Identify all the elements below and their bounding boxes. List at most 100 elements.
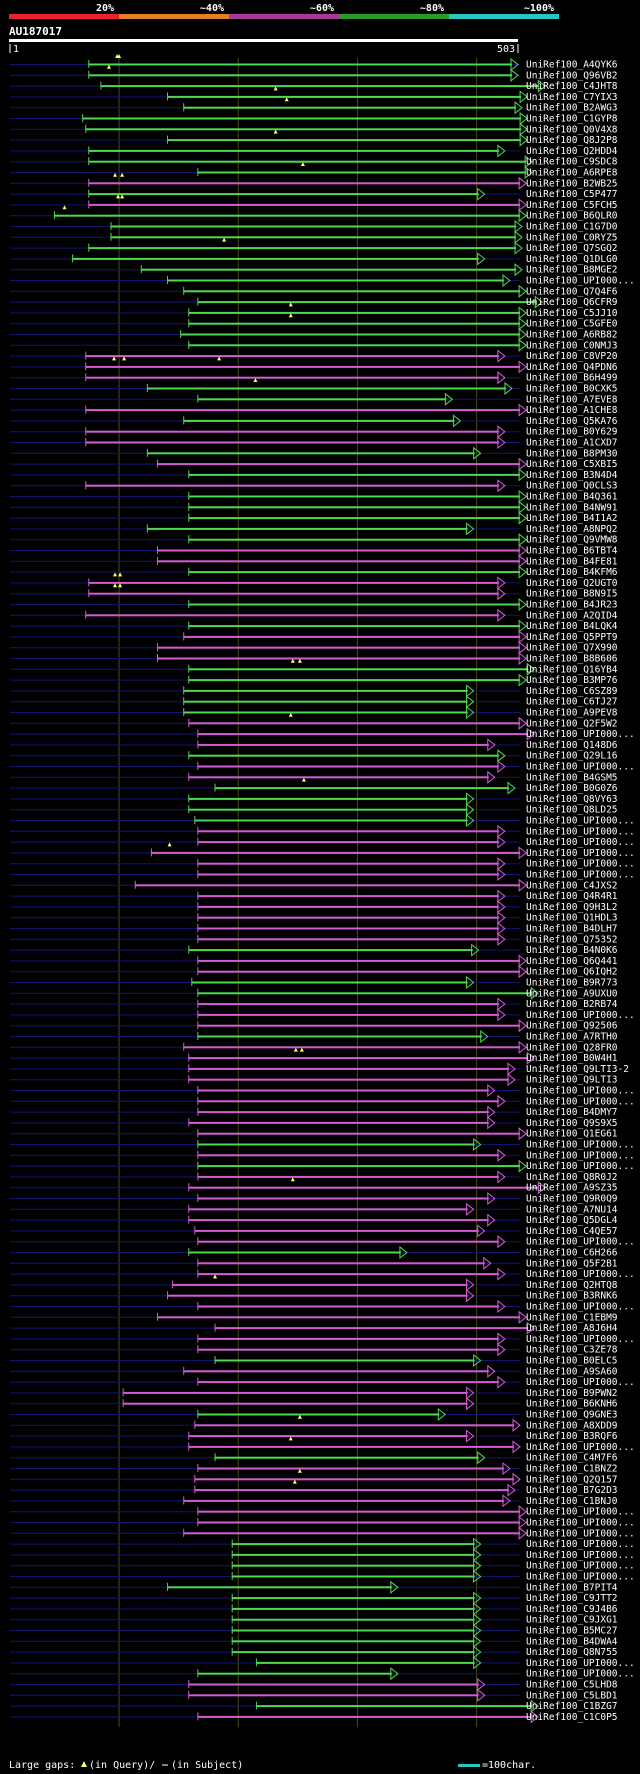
hit-label[interactable]: UniRef100_B2WB25	[526, 178, 618, 189]
hit-label[interactable]: UniRef100_UPI000...	[526, 1334, 635, 1345]
hit-label[interactable]: UniRef100_B4DMY7	[526, 1107, 618, 1118]
hit-label[interactable]: UniRef100_UPI000...	[526, 1550, 635, 1561]
hit-label[interactable]: UniRef100_C5LHD8	[526, 1680, 618, 1691]
hit-label[interactable]: UniRef100_B0G0Z6	[526, 783, 618, 794]
hit-label[interactable]: UniRef100_C4M7F6	[526, 1453, 618, 1464]
hit-label[interactable]: UniRef100_UPI000...	[526, 276, 635, 287]
hit-label[interactable]: UniRef100_UPI000...	[526, 762, 635, 773]
hit-label[interactable]: UniRef100_C0NMJ3	[526, 340, 618, 351]
hit-label[interactable]: UniRef100_B3RNK6	[526, 1291, 618, 1302]
hit-label[interactable]: UniRef100_Q5PPT9	[526, 632, 618, 643]
hit-label[interactable]: UniRef100_Q28FR0	[526, 1042, 618, 1053]
hit-label[interactable]: UniRef100_Q96VB2	[526, 70, 618, 81]
hit-label[interactable]: UniRef100_UPI000...	[526, 1539, 635, 1550]
hit-label[interactable]: UniRef100_B4KFM6	[526, 567, 618, 578]
hit-label[interactable]: UniRef100_B6H499	[526, 373, 618, 384]
hit-label[interactable]: UniRef100_UPI000...	[526, 1010, 635, 1021]
hit-label[interactable]: UniRef100_UPI000...	[526, 1658, 635, 1669]
hit-label[interactable]: UniRef100_Q9R0Q9	[526, 1194, 618, 1205]
hit-label[interactable]: UniRef100_B4DLH7	[526, 924, 618, 935]
hit-label[interactable]: UniRef100_UPI000...	[526, 837, 635, 848]
hit-label[interactable]: UniRef100_UPI000...	[526, 848, 635, 859]
hit-label[interactable]: UniRef100_Q9LTI3	[526, 1075, 618, 1086]
hit-label[interactable]: UniRef100_C1G7D0	[526, 222, 618, 233]
hit-label[interactable]: UniRef100_Q7SGQ2	[526, 243, 618, 254]
hit-label[interactable]: UniRef100_B8B606	[526, 654, 618, 665]
hit-label[interactable]: UniRef100_A2QID4	[526, 610, 618, 621]
hit-label[interactable]: UniRef100_C1GYP8	[526, 114, 618, 125]
hit-label[interactable]: UniRef100_UPI000...	[526, 1507, 635, 1518]
hit-label[interactable]: UniRef100_UPI000...	[526, 1377, 635, 1388]
hit-label[interactable]: UniRef100_B9R773	[526, 978, 618, 989]
hit-label[interactable]: UniRef100_B0W4H1	[526, 1053, 618, 1064]
hit-label[interactable]: UniRef100_B7G2D3	[526, 1485, 618, 1496]
hit-label[interactable]: UniRef100_Q2HDD4	[526, 146, 618, 157]
hit-label[interactable]: UniRef100_C5LBD1	[526, 1690, 618, 1701]
hit-label[interactable]: UniRef100_B4FE81	[526, 556, 618, 567]
hit-label[interactable]: UniRef100_UPI000...	[526, 1096, 635, 1107]
hit-label[interactable]: UniRef100_A4QYK6	[526, 60, 618, 71]
hit-label[interactable]: UniRef100_B5MC27	[526, 1626, 618, 1637]
hit-label[interactable]: UniRef100_Q7Q4F6	[526, 286, 618, 297]
hit-label[interactable]: UniRef100_UPI000...	[526, 1269, 635, 1280]
hit-label[interactable]: UniRef100_Q5F2B1	[526, 1258, 618, 1269]
hit-label[interactable]: UniRef100_Q8VY63	[526, 794, 618, 805]
hit-label[interactable]: UniRef100_UPI000...	[526, 1442, 635, 1453]
hit-label[interactable]: UniRef100_Q1HDL3	[526, 913, 618, 924]
hit-label[interactable]: UniRef100_B4DWA4	[526, 1636, 618, 1647]
hit-label[interactable]: UniRef100_B6QLR0	[526, 211, 618, 222]
hit-label[interactable]: UniRef100_C9JXG1	[526, 1615, 618, 1626]
hit-label[interactable]: UniRef100_Q6IQH2	[526, 967, 618, 978]
hit-label[interactable]: UniRef100_A8NPQ2	[526, 524, 618, 535]
hit-label[interactable]: UniRef100_Q9LTI3-2	[526, 1064, 629, 1075]
hit-label[interactable]: UniRef100_C3ZE78	[526, 1345, 618, 1356]
hit-label[interactable]: UniRef100_Q2UGT0	[526, 578, 618, 589]
hit-label[interactable]: UniRef100_C4QE57	[526, 1226, 618, 1237]
hit-label[interactable]: UniRef100_C6H266	[526, 1248, 618, 1259]
hit-label[interactable]: UniRef100_B4I1A2	[526, 513, 618, 524]
hit-label[interactable]: UniRef100_B4GSM5	[526, 772, 618, 783]
hit-label[interactable]: UniRef100_B8MGE2	[526, 265, 618, 276]
hit-label[interactable]: UniRef100_A8J6H4	[526, 1323, 618, 1334]
hit-label[interactable]: UniRef100_UPI000...	[526, 1086, 635, 1097]
hit-label[interactable]: UniRef100_Q75352	[526, 934, 618, 945]
hit-label[interactable]: UniRef100_Q0CLS3	[526, 481, 618, 492]
hit-label[interactable]: UniRef100_C5XBI5	[526, 459, 618, 470]
hit-label[interactable]: UniRef100_Q5DGL4	[526, 1215, 618, 1226]
hit-label[interactable]: UniRef100_C1BNZ2	[526, 1464, 618, 1475]
hit-label[interactable]: UniRef100_C4JHT8	[526, 81, 618, 92]
hit-label[interactable]: UniRef100_C6SZ89	[526, 686, 618, 697]
hit-label[interactable]: UniRef100_A7NU14	[526, 1204, 618, 1215]
hit-label[interactable]: UniRef100_Q6CFR9	[526, 297, 618, 308]
hit-label[interactable]: UniRef100_A9PEV8	[526, 708, 618, 719]
hit-label[interactable]: UniRef100_C5P477	[526, 189, 618, 200]
hit-label[interactable]: UniRef100_B8PM30	[526, 448, 618, 459]
hit-label[interactable]: UniRef100_A9SA60	[526, 1366, 618, 1377]
hit-label[interactable]: UniRef100_C0RYZ5	[526, 232, 618, 243]
hit-label[interactable]: UniRef100_Q5KA76	[526, 416, 618, 427]
hit-label[interactable]: UniRef100_B4JR23	[526, 600, 618, 611]
hit-label[interactable]: UniRef100_UPI000...	[526, 1669, 635, 1680]
hit-label[interactable]: UniRef100_B4N0K6	[526, 945, 618, 956]
hit-label[interactable]: UniRef100_A9SZ35	[526, 1183, 618, 1194]
hit-label[interactable]: UniRef100_Q148D6	[526, 740, 618, 751]
hit-label[interactable]: UniRef100_UPI000...	[526, 826, 635, 837]
hit-label[interactable]: UniRef100_B0Y629	[526, 427, 618, 438]
hit-label[interactable]: UniRef100_A7EVE8	[526, 394, 618, 405]
hit-label[interactable]: UniRef100_C5GFE0	[526, 319, 618, 330]
hit-label[interactable]: UniRef100_B2AWG3	[526, 103, 618, 114]
hit-label[interactable]: UniRef100_UPI000...	[526, 1302, 635, 1313]
hit-label[interactable]: UniRef100_B4Q361	[526, 492, 618, 503]
hit-label[interactable]: UniRef100_C6TJ27	[526, 697, 618, 708]
hit-label[interactable]: UniRef100_UPI000...	[526, 1528, 635, 1539]
hit-label[interactable]: UniRef100_UPI000...	[526, 1237, 635, 1248]
hit-label[interactable]: UniRef100_B4NW91	[526, 502, 618, 513]
hit-label[interactable]: UniRef100_B3N4D4	[526, 470, 618, 481]
hit-label[interactable]: UniRef100_A6RPE8	[526, 168, 618, 179]
hit-label[interactable]: UniRef100_Q6Q441	[526, 956, 618, 967]
hit-label[interactable]: UniRef100_UPI000...	[526, 1150, 635, 1161]
hit-label[interactable]: UniRef100_Q92506	[526, 1021, 618, 1032]
hit-label[interactable]: UniRef100_Q2HTQ8	[526, 1280, 618, 1291]
hit-label[interactable]: UniRef100_Q29L16	[526, 751, 618, 762]
hit-label[interactable]: UniRef100_Q16YB4	[526, 664, 618, 675]
